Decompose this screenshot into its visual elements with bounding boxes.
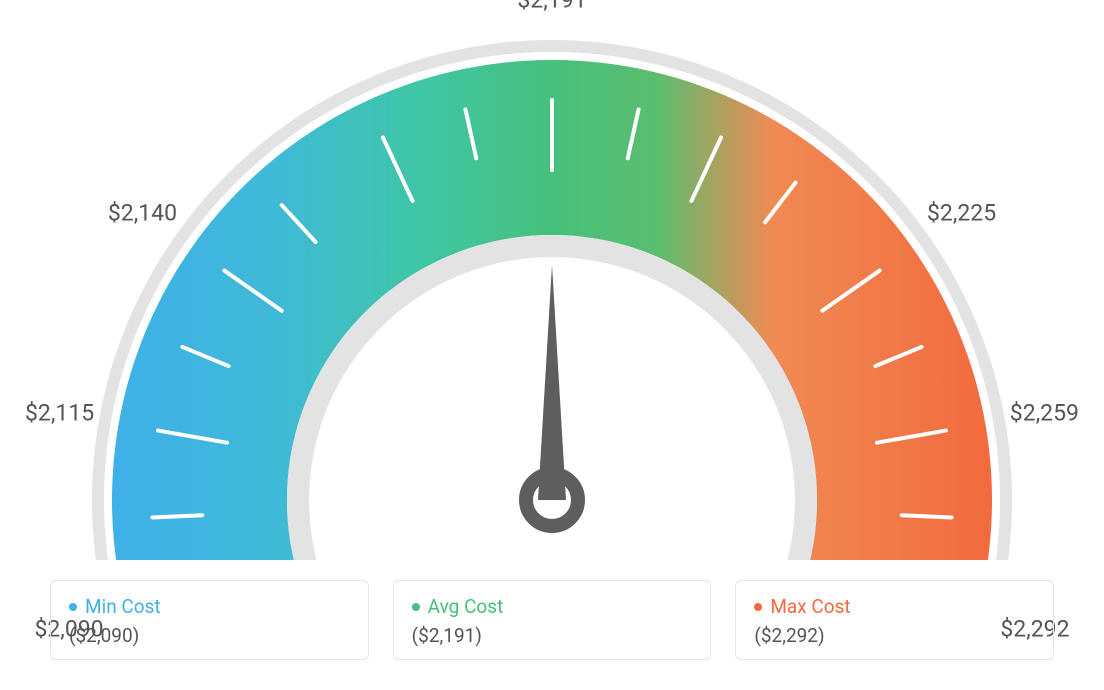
min-cost-title: Min Cost (69, 595, 350, 618)
avg-cost-card: Avg Cost ($2,191) (393, 580, 712, 660)
avg-cost-value: ($2,191) (412, 624, 693, 647)
gauge-tick-label: $2,140 (108, 200, 177, 227)
min-cost-card: Min Cost ($2,090) (50, 580, 369, 660)
max-cost-label: Max Cost (770, 595, 850, 618)
gauge-tick-label: $2,115 (25, 400, 94, 427)
gauge-svg (0, 0, 1104, 560)
summary-cards: Min Cost ($2,090) Avg Cost ($2,191) Max … (50, 580, 1054, 660)
max-cost-card: Max Cost ($2,292) (735, 580, 1054, 660)
max-cost-title: Max Cost (754, 595, 1035, 618)
max-cost-value: ($2,292) (754, 624, 1035, 647)
min-cost-dot (69, 603, 77, 611)
min-cost-value: ($2,090) (69, 624, 350, 647)
gauge-tick-label: $2,225 (927, 200, 996, 227)
gauge-tick-label: $2,191 (517, 0, 586, 14)
max-cost-dot (754, 603, 762, 611)
gauge-chart: $2,090$2,115$2,140$2,191$2,225$2,259$2,2… (0, 0, 1104, 560)
avg-cost-dot (412, 603, 420, 611)
avg-cost-title: Avg Cost (412, 595, 693, 618)
gauge-tick-label: $2,259 (1010, 400, 1079, 427)
avg-cost-label: Avg Cost (428, 595, 504, 618)
min-cost-label: Min Cost (85, 595, 161, 618)
